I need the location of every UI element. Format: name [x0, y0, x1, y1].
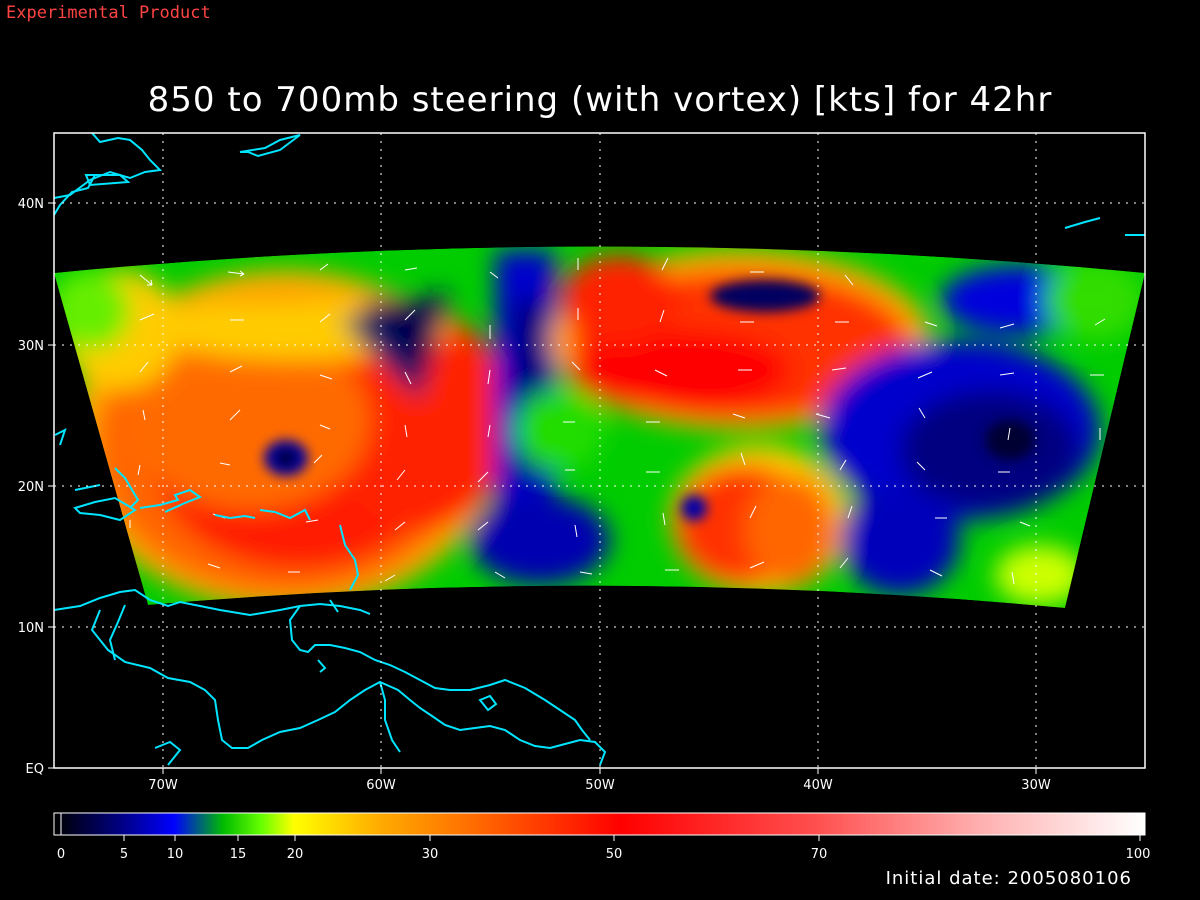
lat-label-40n: 40N [18, 197, 44, 212]
lat-label-20n: 20N [18, 480, 44, 495]
colorbar-tick-70: 70 [811, 847, 828, 862]
lat-label-30n: 30N [18, 339, 44, 354]
lon-label-30w: 30W [1021, 778, 1051, 793]
colorbar-tick-0: 0 [57, 847, 65, 862]
map-grid [54, 133, 1145, 768]
initial-date-label: Initial date: 2005080106 [885, 868, 1132, 889]
colorbar-tick-20: 20 [287, 847, 304, 862]
steering-wind-field [54, 246, 1145, 608]
lat-label-10n: 10N [18, 621, 44, 636]
colorbar-tick-100: 100 [1126, 847, 1151, 862]
experimental-product-label: Experimental Product [6, 3, 211, 23]
lon-label-50w: 50W [585, 778, 615, 793]
colorbar: 0 5 10 15 20 30 50 70 100 [53, 812, 1151, 862]
colorbar-tick-50: 50 [606, 847, 623, 862]
lon-label-70w: 70W [148, 778, 178, 793]
colorbar-tick-5: 5 [120, 847, 128, 862]
lon-label-40w: 40W [803, 778, 833, 793]
lon-label-60w: 60W [366, 778, 396, 793]
lat-label-eq: EQ [26, 762, 44, 777]
coastlines [54, 133, 1145, 766]
colorbar-tick-10: 10 [167, 847, 184, 862]
colorbar-tick-30: 30 [422, 847, 439, 862]
colorbar-gradient [53, 812, 1146, 836]
plot-title: 850 to 700mb steering (with vortex) [kts… [147, 80, 1053, 120]
colorbar-tick-15: 15 [230, 847, 247, 862]
